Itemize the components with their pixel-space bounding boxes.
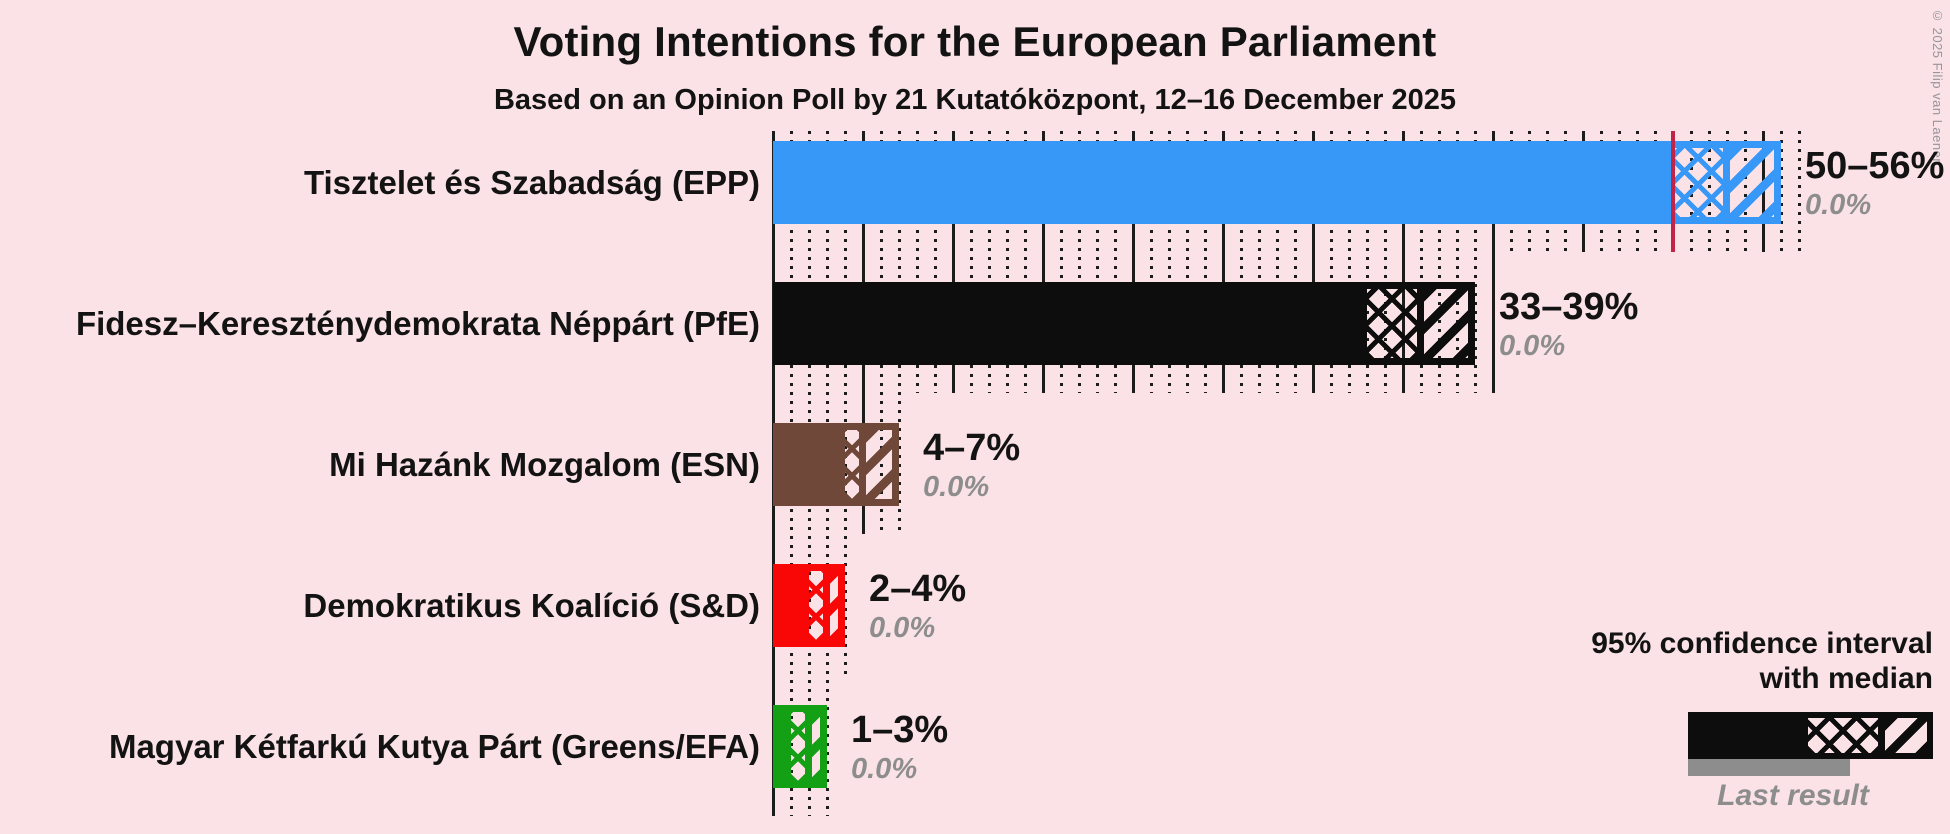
gridline-minor: [1348, 131, 1351, 393]
legend-sample-diagonal: [1885, 718, 1927, 753]
ci-above-median-diagonal: [866, 430, 892, 499]
gridline-minor: [1078, 131, 1081, 393]
legend-ci-line2: with median: [1759, 662, 1933, 695]
ci-median-divider: [859, 430, 866, 499]
gridline-minor: [1024, 131, 1027, 393]
legend-ci-label: 95% confidence interval with median: [1591, 626, 1933, 696]
gridline-minor: [1186, 131, 1189, 393]
gridline-minor: [1240, 131, 1243, 393]
gridline-minor: [1114, 131, 1117, 393]
value-label-block: 33–39% 0.0%: [1499, 282, 1638, 365]
legend-sample-median-divider: [1878, 718, 1885, 753]
gridline-minor: [1780, 131, 1783, 252]
gridline-major: [1132, 131, 1135, 393]
ci-above-median-diagonal: [1424, 289, 1468, 358]
ci-below-median-crosshatch: [791, 712, 805, 781]
gridline-major: [1042, 131, 1045, 393]
party-label: Tisztelet és Szabadság (EPP): [303, 163, 760, 201]
party-label: Fidesz–Kereszténydemokrata Néppárt (PfE): [75, 304, 760, 342]
gridline-minor: [970, 131, 973, 393]
value-label-block: 50–56% 0.0%: [1805, 141, 1944, 224]
party-label: Mi Hazánk Mozgalom (ESN): [329, 445, 760, 483]
gridline-minor: [1384, 131, 1387, 393]
gridline-minor: [1096, 131, 1099, 393]
gridline-minor: [988, 131, 991, 393]
gridline-minor: [1258, 131, 1261, 393]
chart-subtitle: Based on an Opinion Poll by 21 Kutatóköz…: [493, 84, 1457, 116]
gridline-minor: [1798, 131, 1801, 252]
ci-below-median-crosshatch: [845, 430, 859, 499]
ci-median-divider: [1417, 289, 1424, 358]
bar-solid-segment: [773, 282, 1367, 365]
last-result-value: 0.0%: [923, 470, 990, 503]
bar-confidence-interval: [809, 564, 845, 647]
legend-sample-crosshatch: [1808, 718, 1878, 753]
majority-line: [1671, 131, 1675, 252]
gridline-major: [1402, 131, 1405, 393]
gridline-minor: [934, 131, 937, 393]
ci-median-divider: [805, 712, 812, 781]
last-result-value: 0.0%: [1805, 188, 1872, 221]
chart-title: Voting Intentions for the European Parli…: [513, 18, 1437, 65]
bar-confidence-interval: [845, 423, 899, 506]
value-range-label: 1–3%: [851, 708, 949, 751]
gridline-major: [1222, 131, 1225, 393]
party-label: Demokratikus Koalíció (S&D): [303, 586, 760, 624]
gridline-minor: [1150, 131, 1153, 393]
value-range-label: 4–7%: [923, 426, 1021, 469]
party-label: Magyar Kétfarkú Kutya Párt (Greens/EFA): [108, 727, 760, 765]
ci-above-median-diagonal: [812, 712, 820, 781]
gridline-minor: [916, 131, 919, 393]
legend-sample-ci-segment: [1808, 712, 1933, 759]
legend-sample-solid-segment: [1688, 712, 1808, 759]
value-range-label: 33–39%: [1499, 285, 1639, 328]
gridline-minor: [1168, 131, 1171, 393]
gridline-minor: [1420, 131, 1423, 393]
last-result-value: 0.0%: [851, 752, 918, 785]
value-range-label: 2–4%: [869, 567, 967, 610]
ci-below-median-crosshatch: [1367, 289, 1417, 358]
bar-confidence-interval: [1673, 141, 1781, 224]
gridline-minor: [1006, 131, 1009, 393]
gridline-minor: [1276, 131, 1279, 393]
last-result-value: 0.0%: [1499, 329, 1566, 362]
ci-below-median-crosshatch: [809, 571, 823, 640]
legend-ci-line1: 95% confidence interval: [1591, 627, 1933, 660]
gridline-minor: [1204, 131, 1207, 393]
legend-last-result-bar: [1688, 759, 1850, 776]
gridline-minor: [1366, 131, 1369, 393]
last-result-value: 0.0%: [869, 611, 936, 644]
gridline-minor: [1294, 131, 1297, 393]
value-label-block: 4–7% 0.0%: [923, 423, 1020, 506]
bar-solid-segment: [773, 141, 1673, 224]
gridline-minor: [844, 131, 847, 675]
value-label-block: 2–4% 0.0%: [869, 564, 966, 647]
ci-above-median-diagonal: [830, 571, 838, 640]
ci-below-median-crosshatch: [1673, 148, 1723, 217]
bar-confidence-interval: [791, 705, 827, 788]
gridline-major: [1492, 131, 1495, 393]
gridline-minor: [1456, 131, 1459, 393]
gridline-minor: [1330, 131, 1333, 393]
gridline-minor: [1438, 131, 1441, 393]
gridline-minor: [1060, 131, 1063, 393]
ci-above-median-diagonal: [1730, 148, 1774, 217]
bar-solid-segment: [773, 705, 791, 788]
gridline-minor: [1474, 131, 1477, 393]
bar-solid-segment: [773, 564, 809, 647]
gridline-major: [1312, 131, 1315, 393]
bar-confidence-interval: [1367, 282, 1475, 365]
value-range-label: 50–56%: [1805, 144, 1945, 187]
ci-median-divider: [1723, 148, 1730, 217]
gridline-major: [952, 131, 955, 393]
copyright-notice: © 2025 Filip van Laenen: [1930, 8, 1945, 167]
legend-last-result-label: Last result: [1717, 779, 1869, 812]
value-label-block: 1–3% 0.0%: [851, 705, 948, 788]
legend-ci-sample-bar: [1688, 712, 1933, 759]
bar-solid-segment: [773, 423, 845, 506]
ci-median-divider: [823, 571, 830, 640]
